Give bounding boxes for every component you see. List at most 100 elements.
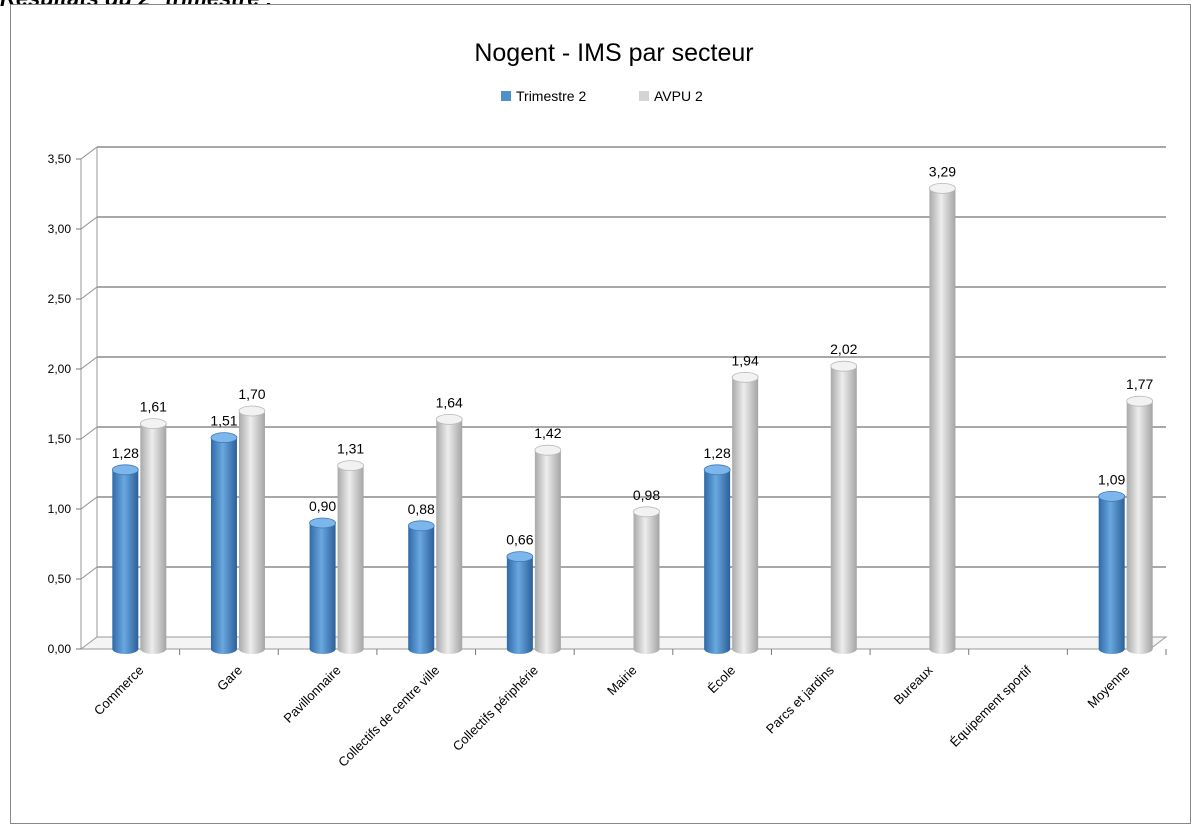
bar-body bbox=[633, 511, 660, 649]
bar-top bbox=[309, 517, 336, 529]
chart-svg: Nogent - IMS par secteur Trimestre 2 AVPU… bbox=[48, 39, 1168, 770]
bar-body bbox=[534, 450, 561, 649]
gridline-side bbox=[80, 426, 98, 440]
bar-base bbox=[704, 644, 731, 654]
data-label: 1,51 bbox=[210, 413, 237, 429]
bar-trimestre bbox=[309, 517, 336, 654]
bar-top bbox=[210, 432, 238, 444]
gridline-side bbox=[80, 286, 98, 300]
grid-layer bbox=[80, 146, 1166, 580]
bar-body bbox=[1098, 496, 1125, 649]
gridline-side bbox=[80, 496, 98, 510]
legend-swatch bbox=[639, 91, 649, 101]
category-label: Parcs et jardins bbox=[763, 662, 837, 736]
bar-avpu bbox=[139, 418, 167, 654]
data-label: 1,28 bbox=[112, 445, 139, 461]
legend-label: AVPU 2 bbox=[654, 88, 703, 104]
data-label: 1,09 bbox=[1098, 471, 1125, 487]
bar-trimestre bbox=[407, 520, 435, 654]
data-label: 1,64 bbox=[436, 394, 463, 410]
data-label: 3,29 bbox=[929, 163, 956, 179]
bar-base bbox=[633, 644, 660, 654]
gridline-side bbox=[80, 356, 98, 370]
bar-body bbox=[210, 437, 237, 649]
bar-body bbox=[732, 377, 759, 649]
bar-base bbox=[732, 644, 759, 654]
bar-base bbox=[436, 644, 463, 654]
bar-base bbox=[830, 644, 857, 654]
data-label: 0,90 bbox=[309, 498, 336, 514]
bar-top bbox=[407, 520, 435, 532]
bar-base bbox=[210, 644, 237, 654]
bar-top bbox=[830, 360, 858, 372]
bar-avpu bbox=[830, 360, 858, 654]
bar-trimestre bbox=[506, 551, 534, 654]
bar-base bbox=[929, 644, 956, 654]
bar-avpu bbox=[534, 444, 562, 654]
bar-top bbox=[703, 464, 731, 476]
bar-top bbox=[238, 405, 266, 417]
category-label: Bureaux bbox=[891, 662, 936, 707]
bar-base bbox=[408, 644, 435, 654]
chart-frame: Nogent - IMS par secteur Trimestre 2 AVPU… bbox=[10, 4, 1191, 824]
bar-avpu bbox=[337, 460, 364, 654]
gridline-side bbox=[80, 146, 98, 160]
bar-avpu bbox=[238, 405, 266, 654]
bar-avpu bbox=[435, 413, 463, 654]
bar-top bbox=[534, 444, 562, 456]
category-label: Équipement sportif bbox=[947, 662, 1035, 750]
bar-trimestre bbox=[111, 464, 139, 654]
y-tick-label: 1,00 bbox=[48, 502, 72, 516]
bar-top bbox=[337, 460, 364, 472]
bar-body bbox=[1126, 401, 1153, 649]
bar-base bbox=[309, 644, 336, 654]
bar-top bbox=[1126, 395, 1154, 407]
bar-body bbox=[238, 411, 265, 649]
bar-base bbox=[140, 644, 167, 654]
y-tick-label: 2,50 bbox=[48, 292, 72, 306]
data-label: 0,66 bbox=[506, 532, 533, 548]
bar-base bbox=[238, 644, 265, 654]
legend: Trimestre 2 AVPU 2 bbox=[501, 88, 703, 104]
bar-body bbox=[436, 419, 463, 649]
bar-top bbox=[731, 371, 759, 383]
legend-label: Trimestre 2 bbox=[516, 88, 586, 104]
bar-base bbox=[337, 644, 364, 654]
category-label: Commerce bbox=[91, 663, 147, 719]
bar-avpu bbox=[633, 506, 660, 654]
gridline-side bbox=[80, 566, 98, 580]
bar-base bbox=[534, 644, 561, 654]
category-label: École bbox=[705, 663, 739, 697]
bar-top bbox=[435, 413, 463, 425]
data-label: 1,28 bbox=[704, 445, 731, 461]
bar-trimestre bbox=[703, 464, 731, 654]
y-tick-label: 3,00 bbox=[48, 222, 72, 236]
data-label: 1,94 bbox=[732, 352, 759, 368]
bar-body bbox=[506, 556, 533, 649]
data-label: 1,31 bbox=[337, 441, 364, 457]
y-tick-label: 0,00 bbox=[48, 642, 72, 656]
bar-top bbox=[1098, 490, 1126, 502]
bar-base bbox=[1126, 644, 1153, 654]
gridline-side bbox=[80, 216, 98, 230]
bar-base bbox=[1098, 644, 1125, 654]
bar-body bbox=[112, 469, 139, 649]
bar-body bbox=[408, 525, 435, 649]
bar-trimestre bbox=[210, 432, 238, 654]
category-label: Pavillonnaire bbox=[280, 663, 343, 726]
data-label: 1,61 bbox=[140, 399, 167, 415]
y-tick-label: 0,50 bbox=[48, 572, 72, 586]
data-label: 1,42 bbox=[534, 425, 561, 441]
bar-top bbox=[139, 418, 167, 430]
data-label: 2,02 bbox=[830, 341, 857, 357]
bar-body bbox=[309, 523, 336, 649]
bar-top bbox=[506, 551, 534, 562]
bar-body bbox=[140, 423, 167, 649]
chart-title: Nogent - IMS par secteur bbox=[474, 39, 753, 67]
bar-body bbox=[337, 465, 364, 649]
labels-layer: 1,28 1,61 1,511,70 0,90 1,31 0,88 1,64 0,66 1,42… bbox=[112, 163, 1154, 547]
data-label: 0,88 bbox=[408, 501, 435, 517]
category-label: Mairie bbox=[604, 663, 640, 699]
category-label: Moyenne bbox=[1084, 663, 1132, 711]
category-label: Gare bbox=[214, 663, 245, 694]
